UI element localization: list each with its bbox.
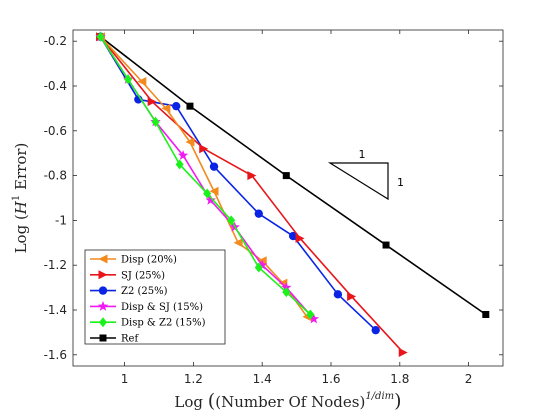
- series-disp-z2-15: [96, 31, 315, 320]
- x-tick-label: 2: [465, 372, 473, 386]
- data-point: [209, 186, 219, 196]
- y-tick-label: -1.2: [44, 258, 67, 272]
- data-point: [382, 241, 390, 249]
- slope-vertical-label: 1: [397, 176, 404, 189]
- y-tick-label: -0.8: [44, 169, 67, 183]
- x-axis-label: Log ((Number Of Nodes)1/dim): [174, 390, 401, 412]
- x-tick-label: 1.6: [321, 372, 340, 386]
- data-point: [482, 310, 490, 318]
- axis-labels: Log ((Number Of Nodes)1/dim) Log (H1 Erro…: [11, 143, 402, 412]
- legend-label: Disp & Z2 (15%): [121, 318, 206, 329]
- data-point: [177, 149, 189, 160]
- legend: Disp (20%) SJ (25%) Z2 (25%) Disp & SJ (15%…: [84, 249, 226, 345]
- slope-triangle: 11: [327, 148, 404, 201]
- legend-marker: [98, 270, 108, 280]
- data-point: [371, 325, 380, 335]
- y-tick-label: -1: [55, 213, 67, 227]
- data-point: [308, 313, 320, 324]
- data-point: [333, 290, 343, 299]
- x-tick-label: 1.2: [184, 372, 203, 386]
- data-point: [227, 215, 236, 226]
- x-tick-label: 1.8: [390, 372, 409, 386]
- y-tick-label: -0.6: [44, 124, 67, 138]
- legend-label: Disp (20%): [121, 255, 177, 266]
- data-point: [254, 262, 263, 273]
- data-point: [161, 103, 171, 113]
- data-point: [199, 144, 209, 154]
- data-point: [233, 238, 243, 248]
- legend-box: [84, 249, 226, 345]
- legend-marker: [99, 334, 107, 342]
- legend-label: Ref: [121, 334, 139, 345]
- legend-item: Ref: [90, 334, 139, 345]
- legend-item: Disp & SJ (15%): [90, 300, 203, 313]
- data-point: [282, 287, 291, 298]
- slope-horizontal-label: 1: [359, 148, 366, 161]
- data-point: [288, 231, 298, 241]
- data-point: [147, 97, 157, 107]
- x-tick-label: 1: [121, 372, 129, 386]
- data-point: [96, 31, 105, 42]
- data-point: [137, 77, 147, 87]
- y-tick-label: -0.4: [44, 79, 67, 93]
- legend-label: Disp & SJ (15%): [121, 302, 203, 313]
- y-tick-label: -1.4: [44, 303, 67, 317]
- data-point: [205, 194, 216, 205]
- legend-marker: [99, 317, 107, 328]
- data-point: [151, 116, 160, 127]
- plot-area: [95, 31, 490, 358]
- data-point: [247, 171, 257, 181]
- x-tick-label: 1.4: [253, 372, 272, 386]
- data-point: [203, 188, 212, 199]
- data-point: [295, 233, 305, 243]
- data-point: [306, 309, 315, 320]
- data-point: [186, 102, 194, 110]
- series-z2-25: [96, 32, 380, 335]
- legend-marker: [98, 254, 108, 264]
- data-point: [398, 348, 408, 358]
- legend-item: Disp (20%): [90, 254, 177, 266]
- legend-marker: [98, 286, 108, 295]
- data-point: [347, 292, 357, 302]
- y-tick-label: -0.2: [44, 34, 67, 48]
- data-point: [185, 137, 195, 147]
- series-line: [99, 36, 377, 331]
- data-point: [124, 74, 133, 85]
- legend-label: SJ (25%): [121, 270, 165, 281]
- y-tick-label: -1.6: [44, 348, 67, 362]
- data-point: [209, 162, 219, 171]
- data-point: [254, 209, 263, 218]
- data-point: [256, 259, 268, 270]
- axes-box: [72, 29, 504, 367]
- series-sj-25: [96, 32, 408, 358]
- data-point: [281, 282, 292, 293]
- y-axis-label: Log (H1 Error): [11, 143, 30, 254]
- legend-item: Z2 (25%): [90, 286, 168, 297]
- legend-item: Disp & Z2 (15%): [90, 317, 206, 329]
- legend-marker: [97, 300, 109, 311]
- legend-label: Z2 (25%): [121, 286, 168, 297]
- data-point: [175, 159, 184, 170]
- slope-triangle-shape: [327, 162, 389, 201]
- legend-item: SJ (25%): [90, 270, 165, 281]
- axes: 1 1.2 1.4 1.6 1.8 2 -0.2 -0.4 -0.6 -0.8 -1 -1.2 -1.4…: [44, 29, 504, 386]
- data-point: [172, 101, 181, 111]
- data-point: [282, 172, 290, 180]
